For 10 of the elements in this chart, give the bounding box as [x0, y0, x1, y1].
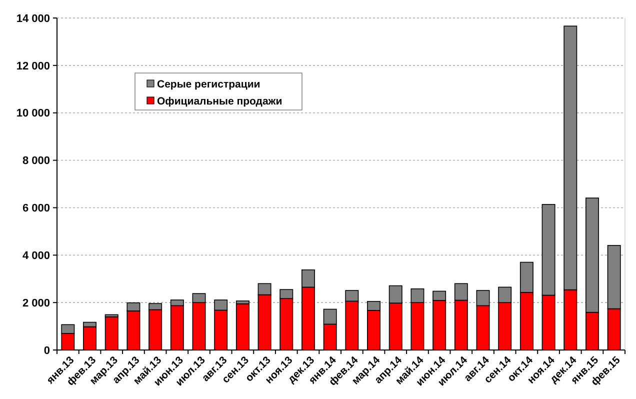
y-tick-label: 4 000	[22, 250, 50, 262]
y-tick-label: 0	[44, 344, 50, 357]
y-tick-label: 10 000	[16, 108, 50, 120]
y-tick-label: 6 000	[22, 202, 50, 215]
y-tick-label: 12 000	[16, 60, 50, 72]
legend-label: Серые регистрации	[157, 78, 260, 91]
y-tick-label: 2 000	[22, 297, 50, 310]
y-tick-label: 8 000	[22, 155, 50, 168]
legend-label: Официальные продажи	[157, 96, 282, 108]
y-tick-label: 14 000	[16, 12, 50, 25]
